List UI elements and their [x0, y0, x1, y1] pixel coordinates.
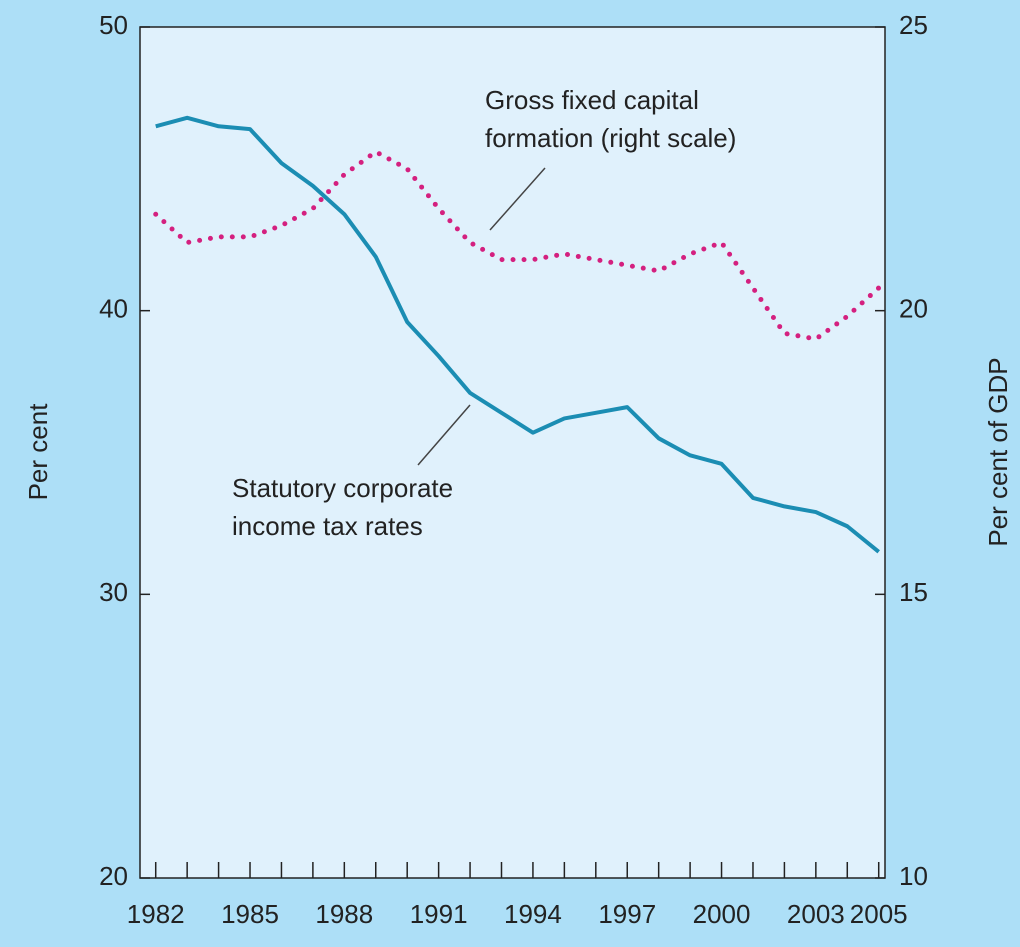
x-tick-label: 2003 — [787, 899, 845, 929]
y2-tick-label: 20 — [899, 294, 928, 324]
y-tick-label: 20 — [99, 861, 128, 891]
series-line — [153, 149, 882, 342]
x-tick-label: 2005 — [850, 899, 908, 929]
annotation: formation (right scale) — [485, 123, 736, 153]
y-tick-label: 50 — [99, 10, 128, 40]
y2-axis-label: Per cent of GDP — [983, 357, 1013, 546]
series-line — [155, 115, 880, 554]
x-tick-label: 1985 — [221, 899, 279, 929]
x-tick-label: 1988 — [315, 899, 373, 929]
annotation: Gross fixed capital — [485, 85, 699, 115]
x-tick-label: 2000 — [693, 899, 751, 929]
y-tick-label: 40 — [99, 294, 128, 324]
y2-tick-label: 10 — [899, 861, 928, 891]
x-tick-label: 1991 — [410, 899, 468, 929]
annotation: Statutory corporate — [232, 473, 453, 503]
x-tick-label: 1982 — [127, 899, 185, 929]
leader-line — [417, 404, 471, 466]
leader-line — [489, 167, 546, 231]
y-tick-label: 30 — [99, 577, 128, 607]
y2-tick-label: 15 — [899, 577, 928, 607]
y2-tick-label: 25 — [899, 10, 928, 40]
x-tick-label: 1997 — [598, 899, 656, 929]
y-axis-label: Per cent — [23, 403, 53, 501]
x-tick-label: 1994 — [504, 899, 562, 929]
annotation: income tax rates — [232, 511, 423, 541]
plot-area — [139, 26, 886, 879]
